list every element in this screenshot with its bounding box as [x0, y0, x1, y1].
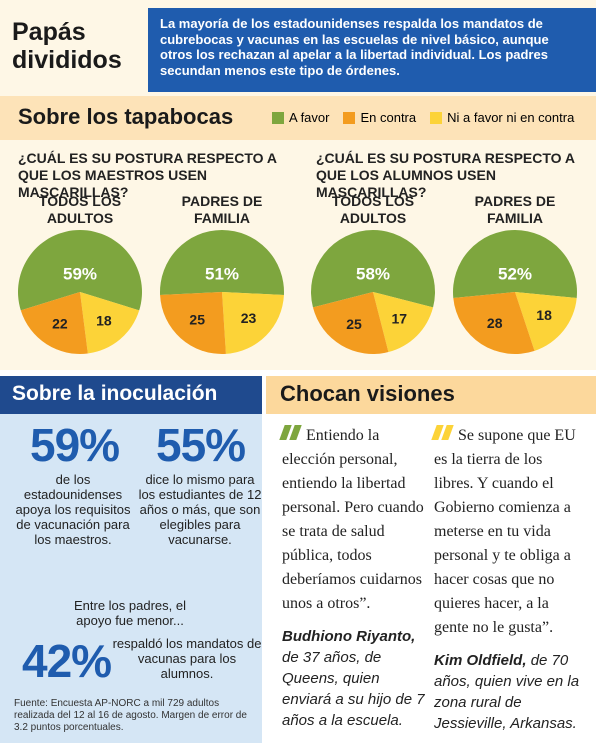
section-bar	[0, 96, 596, 140]
author-detail: de 70 años, quien vive en la zona rural …	[434, 652, 580, 732]
pie-slice	[453, 229, 577, 298]
slice-label: 52%	[498, 265, 532, 284]
pie-slice	[20, 292, 88, 354]
legend-item: En contra	[343, 110, 416, 125]
pie-slice	[311, 229, 435, 308]
quote-block: Se supone que EU es la tierra de los lib…	[431, 424, 584, 734]
quote: Entiendo la elección personal, entiendo …	[279, 424, 427, 616]
pie-slice	[160, 230, 284, 295]
stat-text: dice lo mismo para los estudiantes de 12…	[138, 472, 262, 547]
slice-label: 23	[241, 310, 257, 326]
slice-label: 51%	[205, 265, 239, 284]
stat-value: 55%	[156, 419, 246, 471]
section-title: Sobre los tapabocas	[18, 104, 234, 129]
quote-text: Entiendo la elección personal, entiendo …	[282, 427, 424, 612]
title: Papás divididos	[12, 18, 122, 74]
note: Entre los padres, el apoyo fue menor...	[73, 598, 186, 628]
stat-value: 59%	[30, 419, 120, 471]
slice-label: 18	[96, 312, 112, 328]
quote-text: Se supone que EU es la tierra de los lib…	[434, 427, 576, 636]
legend: A favor En contra Ni a favor ni en contra	[272, 110, 574, 125]
stat-value: 42%	[22, 635, 112, 687]
quote: Se supone que EU es la tierra de los lib…	[431, 424, 584, 640]
legend-label: A favor	[289, 110, 330, 125]
slice-label: 59%	[63, 265, 97, 284]
vis-title: Chocan visiones	[280, 381, 455, 406]
pie-slice	[515, 292, 577, 351]
author: Budhiono Riyanto, de 37 años, de Queens,…	[282, 626, 427, 731]
quote-block: Entiendo la elección personal, entiendo …	[279, 424, 427, 731]
pie-slice	[312, 292, 389, 354]
quote-mark	[441, 425, 454, 440]
pie-label: PADRES DE FAMILIA	[474, 193, 556, 226]
author: Kim Oldfield, de 70 años, quien vive en …	[434, 650, 584, 734]
inoc-bar	[0, 376, 262, 414]
slice-label: 28	[487, 315, 503, 331]
stat-text: de los estadounidenses apoya los requisi…	[15, 472, 131, 547]
legend-swatch	[343, 111, 356, 124]
slice-label: 17	[392, 310, 408, 326]
slice-label: 22	[52, 315, 68, 331]
pie-slice	[160, 292, 226, 355]
legend-item: Ni a favor ni en contra	[430, 110, 574, 125]
slice-label: 18	[536, 307, 552, 323]
pie-label: TODOS LOS ADULTOS	[331, 193, 415, 226]
question: ¿CUÁL ES SU POSTURA RESPECTO A QUE LOS A…	[316, 150, 575, 200]
pie-label: PADRES DE FAMILIA	[181, 193, 263, 226]
author-name: Budhiono Riyanto,	[282, 628, 416, 645]
pie-slice	[222, 292, 284, 354]
pie-slice	[80, 292, 140, 354]
inoc-title: Sobre la inoculación	[12, 382, 218, 405]
slice-label: 58%	[356, 265, 390, 284]
stat-text: respaldó los mandatos de vacunas para lo…	[112, 636, 262, 681]
legend-item: A favor	[272, 110, 329, 125]
slice-label: 25	[189, 312, 205, 328]
question: ¿CUÁL ES SU POSTURA RESPECTO A QUE LOS M…	[18, 150, 277, 200]
vis-bar	[266, 376, 596, 414]
pie-layer: 59% 18 22 51% 23 25 58% 17 25 52% 18 28	[17, 229, 577, 355]
legend-label: En contra	[360, 110, 417, 125]
intro: La mayoría de los estadounidenses respal…	[148, 8, 596, 92]
quote-mark	[289, 425, 302, 440]
pie-slice	[453, 292, 535, 354]
source: Fuente: Encuesta AP-NORC a mil 729 adult…	[14, 698, 247, 733]
author-detail: de 37 años, de Queens, quien enviará a s…	[282, 649, 425, 729]
slice-label: 25	[346, 316, 362, 332]
pie-label: TODOS LOS ADULTOS	[38, 193, 122, 226]
author-name: Kim Oldfield,	[434, 652, 527, 669]
pie-slice	[17, 229, 142, 311]
inoc-bg	[0, 414, 262, 743]
legend-label: Ni a favor ni en contra	[447, 110, 575, 125]
pie-slice	[373, 292, 434, 353]
legend-swatch	[272, 111, 284, 124]
legend-swatch	[430, 111, 443, 124]
